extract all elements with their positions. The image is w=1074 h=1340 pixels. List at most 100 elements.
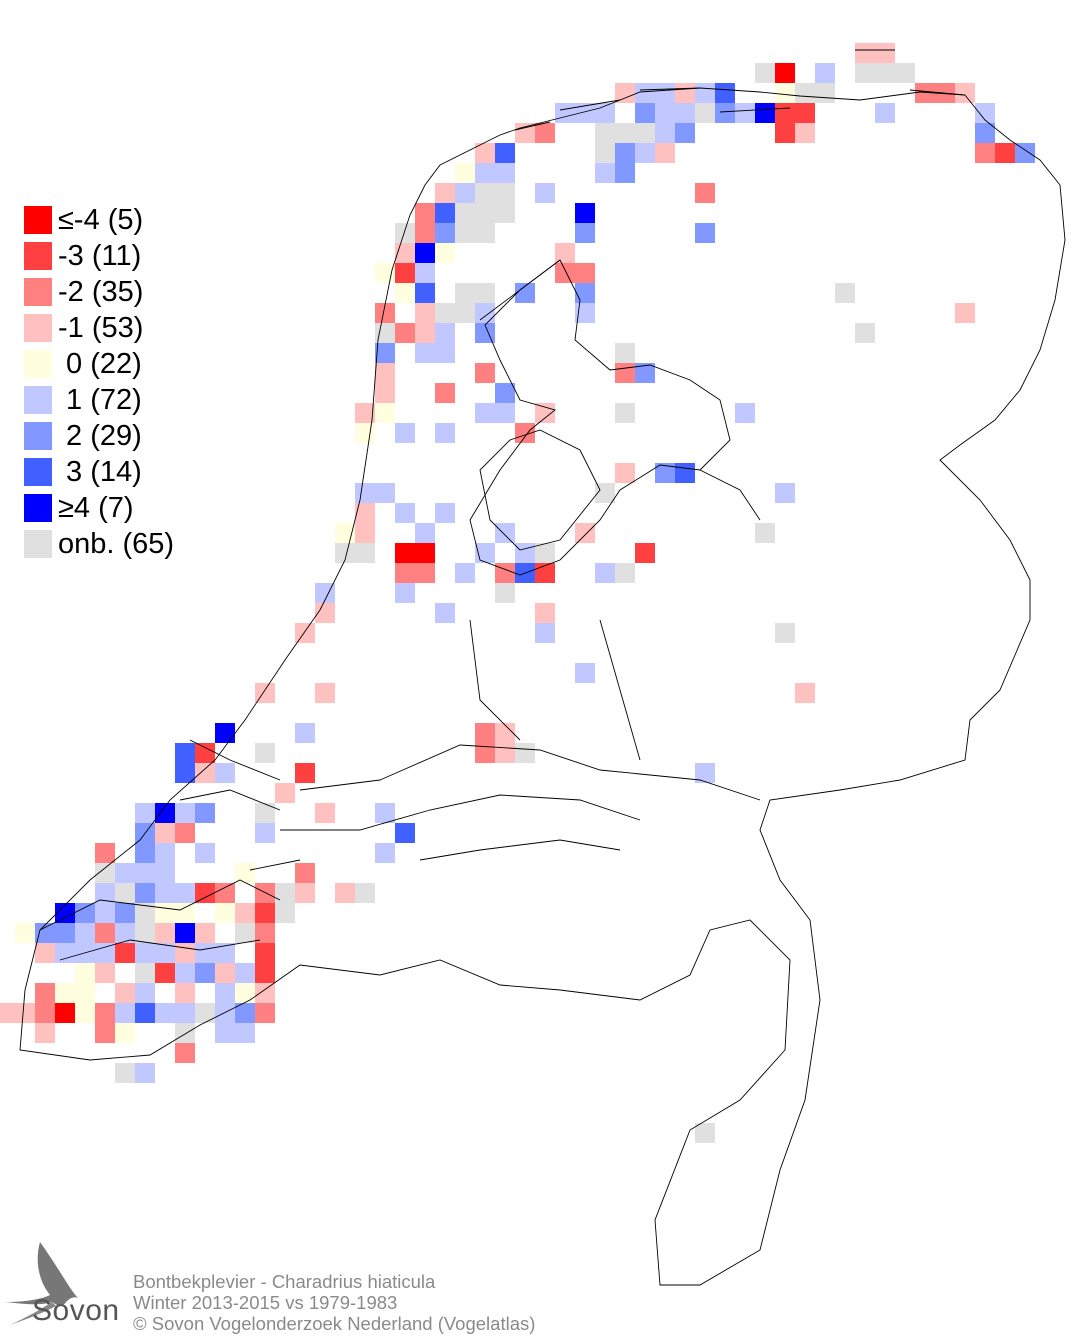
grid-cell bbox=[95, 903, 115, 923]
legend-swatch bbox=[24, 458, 52, 486]
legend-swatch bbox=[24, 422, 52, 450]
legend-item: ≤-4 (5) bbox=[24, 202, 174, 238]
grid-cell bbox=[175, 903, 195, 923]
grid-cell bbox=[195, 1003, 215, 1023]
grid-cell bbox=[335, 883, 355, 903]
map-credits: Bontbekplevier - Charadrius hiaticula Wi… bbox=[133, 1271, 535, 1334]
legend-item: ≥4 (7) bbox=[24, 490, 174, 526]
grid-cell bbox=[415, 343, 435, 363]
grid-cells bbox=[0, 43, 1035, 1143]
legend-item: 3 (14) bbox=[24, 454, 174, 490]
grid-cell bbox=[615, 343, 635, 363]
grid-cell bbox=[775, 103, 795, 123]
grid-cell bbox=[535, 403, 555, 423]
grid-cell bbox=[155, 963, 175, 983]
grid-cell bbox=[55, 943, 75, 963]
grid-cell bbox=[455, 283, 475, 303]
grid-cell bbox=[415, 263, 435, 283]
legend-swatch bbox=[24, 242, 52, 270]
grid-cell bbox=[515, 743, 535, 763]
grid-cell bbox=[535, 183, 555, 203]
grid-cell bbox=[1015, 143, 1035, 163]
grid-cell bbox=[855, 43, 875, 63]
grid-cell bbox=[255, 943, 275, 963]
grid-cell bbox=[435, 343, 455, 363]
grid-cell bbox=[375, 303, 395, 323]
grid-cell bbox=[375, 343, 395, 363]
grid-cell bbox=[435, 203, 455, 223]
grid-cell bbox=[595, 163, 615, 183]
grid-cell bbox=[535, 543, 555, 563]
ijsselmeer-shore bbox=[469, 259, 731, 576]
legend-label: 2 (29) bbox=[58, 419, 142, 452]
grid-cell bbox=[475, 403, 495, 423]
grid-cell bbox=[255, 743, 275, 763]
grid-cell bbox=[715, 103, 735, 123]
grid-cell bbox=[395, 543, 415, 563]
grid-cell bbox=[75, 963, 95, 983]
grid-cell bbox=[635, 363, 655, 383]
grid-cell bbox=[175, 923, 195, 943]
grid-cell bbox=[735, 103, 755, 123]
grid-cell bbox=[355, 543, 375, 563]
grid-cell bbox=[155, 903, 175, 923]
grid-cell bbox=[135, 963, 155, 983]
grid-cell bbox=[55, 903, 75, 923]
grid-cell bbox=[475, 143, 495, 163]
grid-cell bbox=[475, 163, 495, 183]
afsluitdijk bbox=[479, 259, 561, 321]
legend-item: -1 (53) bbox=[24, 310, 174, 346]
grid-cell bbox=[175, 1003, 195, 1023]
grid-cell bbox=[395, 503, 415, 523]
grid-cell bbox=[135, 1003, 155, 1023]
grid-cell bbox=[115, 1023, 135, 1043]
netherlands-border bbox=[19, 87, 1066, 1286]
grid-cell bbox=[395, 323, 415, 343]
grid-cell bbox=[155, 923, 175, 943]
grid-cell bbox=[35, 1003, 55, 1023]
grid-cell bbox=[415, 323, 435, 343]
grid-cell bbox=[315, 583, 335, 603]
grid-cell bbox=[235, 903, 255, 923]
grid-cell bbox=[135, 923, 155, 943]
grid-cell bbox=[215, 943, 235, 963]
grid-cell bbox=[495, 403, 515, 423]
grid-cell bbox=[375, 843, 395, 863]
grid-cell bbox=[235, 1023, 255, 1043]
grid-cell bbox=[375, 383, 395, 403]
grid-cell bbox=[435, 603, 455, 623]
country-outline bbox=[19, 49, 1066, 1286]
grid-cell bbox=[155, 803, 175, 823]
grid-cell bbox=[495, 383, 515, 403]
grid-cell bbox=[475, 543, 495, 563]
grid-cell bbox=[755, 63, 775, 83]
grid-cell bbox=[95, 1003, 115, 1023]
grid-cell bbox=[655, 103, 675, 123]
legend-label: onb. (65) bbox=[58, 527, 175, 560]
grid-cell bbox=[455, 163, 475, 183]
grid-cell bbox=[195, 883, 215, 903]
logo-text: Sovon bbox=[32, 1294, 120, 1327]
grid-cell bbox=[95, 883, 115, 903]
grid-cell bbox=[235, 1003, 255, 1023]
grid-cell bbox=[455, 303, 475, 323]
grid-cell bbox=[375, 263, 395, 283]
grid-cell bbox=[155, 883, 175, 903]
grid-cell bbox=[415, 563, 435, 583]
grid-cell bbox=[895, 63, 915, 83]
legend-label: -2 (35) bbox=[58, 275, 144, 308]
grid-cell bbox=[575, 523, 595, 543]
grid-cell bbox=[495, 523, 515, 543]
zeeland-islands bbox=[39, 739, 301, 961]
grid-cell bbox=[475, 363, 495, 383]
grid-cell bbox=[775, 483, 795, 503]
grid-cell bbox=[475, 323, 495, 343]
grid-cell bbox=[695, 1123, 715, 1143]
grid-cell bbox=[695, 103, 715, 123]
legend-swatch bbox=[24, 350, 52, 378]
grid-cell bbox=[535, 603, 555, 623]
grid-cell bbox=[235, 923, 255, 943]
grid-cell bbox=[195, 843, 215, 863]
grid-cell bbox=[395, 243, 415, 263]
grid-cell bbox=[475, 223, 495, 243]
